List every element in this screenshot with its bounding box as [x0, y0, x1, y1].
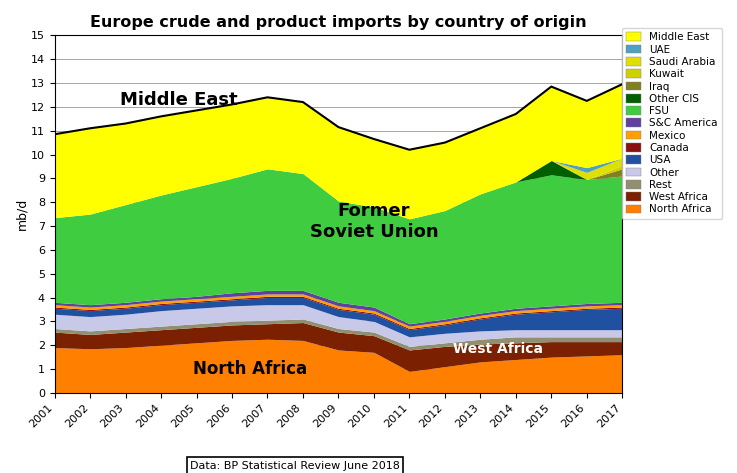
Text: West Africa: West Africa: [453, 342, 543, 356]
Y-axis label: mb/d: mb/d: [15, 198, 28, 230]
Text: Former
Soviet Union: Former Soviet Union: [310, 202, 439, 241]
Title: Europe crude and product imports by country of origin: Europe crude and product imports by coun…: [90, 15, 587, 30]
Text: Data: BP Statistical Review June 2018: Data: BP Statistical Review June 2018: [190, 461, 399, 471]
Text: Middle East: Middle East: [120, 91, 237, 109]
Text: North Africa: North Africa: [192, 360, 307, 378]
Legend: Middle East, UAE, Saudi Arabia, Kuwait, Iraq, Other CIS, FSU, S&C America, Mexic: Middle East, UAE, Saudi Arabia, Kuwait, …: [622, 28, 722, 219]
